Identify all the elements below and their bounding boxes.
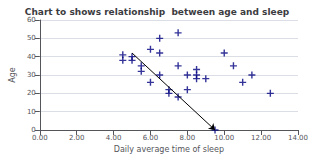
svg-text:0.00: 0.00 [32, 134, 48, 142]
svg-text:30: 30 [27, 71, 36, 79]
svg-text:12.00: 12.00 [251, 134, 271, 142]
svg-text:Chart to shows relationship b: Chart to shows relationship between age … [25, 7, 290, 17]
svg-text:Age: Age [8, 67, 17, 83]
svg-text:50: 50 [27, 34, 36, 42]
svg-text:20: 20 [27, 89, 36, 97]
svg-text:10: 10 [27, 108, 36, 116]
svg-text:0: 0 [31, 126, 36, 134]
svg-text:2.00: 2.00 [69, 134, 85, 142]
svg-text:14.00: 14.00 [288, 134, 308, 142]
svg-text:4.00: 4.00 [106, 134, 122, 142]
svg-text:Daily average time of sleep: Daily average time of sleep [114, 145, 224, 154]
svg-text:10.00: 10.00 [214, 134, 234, 142]
svg-text:8.00: 8.00 [180, 134, 196, 142]
svg-text:40: 40 [27, 53, 36, 61]
svg-text:60: 60 [27, 16, 36, 24]
svg-text:6.00: 6.00 [143, 134, 159, 142]
